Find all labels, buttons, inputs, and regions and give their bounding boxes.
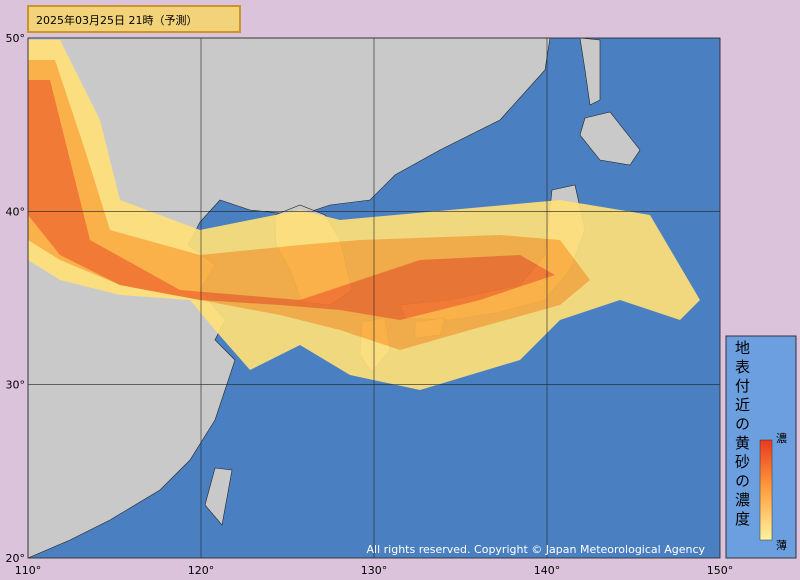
title: 2025年03月25日 21時（予測） xyxy=(36,13,197,27)
title-box xyxy=(27,5,241,33)
map-frame xyxy=(27,37,721,559)
copyright: All rights reserved. Copyright © Japan M… xyxy=(367,543,706,556)
lon-label: 120° xyxy=(188,564,215,577)
legend-high: 濃 xyxy=(776,431,787,445)
lat-label: 30° xyxy=(6,379,26,392)
dust xyxy=(28,40,700,390)
lon-label: 140° xyxy=(534,564,561,577)
lon-label: 130° xyxy=(361,564,388,577)
lat-label: 20° xyxy=(6,552,26,565)
lon-label: 150° xyxy=(707,564,734,577)
lat-label: 50° xyxy=(6,32,26,45)
legend-title: 地表付近の黄砂の濃度 xyxy=(733,340,751,530)
lon-label: 110° xyxy=(15,564,42,577)
lat-label: 40° xyxy=(6,205,26,218)
legend-low: 薄 xyxy=(776,538,787,552)
legend-bar xyxy=(759,439,773,541)
